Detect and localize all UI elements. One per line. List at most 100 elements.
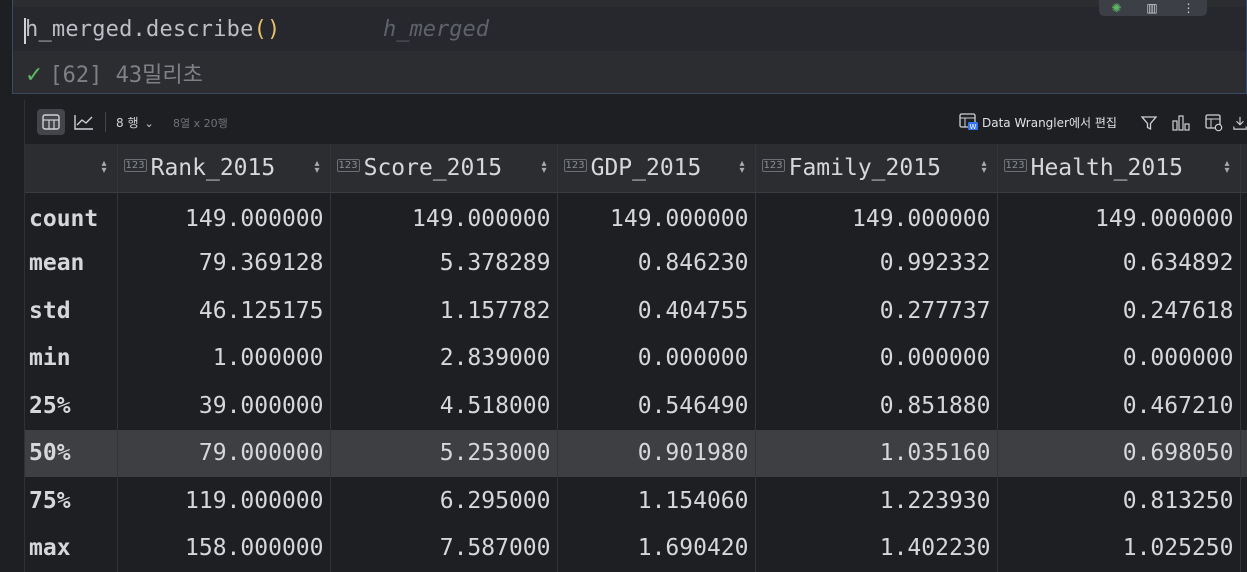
table-cell[interactable]: 0.404755 [557, 287, 756, 335]
overflow-cell [1240, 334, 1247, 382]
data-wrangler-button[interactable]: W Data Wrangler에서 편집 [959, 113, 1117, 131]
table-cell[interactable]: 1.035160 [755, 429, 998, 477]
table-cell[interactable]: 0.247618 [997, 287, 1241, 335]
overflow-cell [1240, 192, 1247, 240]
table-cell[interactable]: 39.000000 [117, 382, 331, 430]
row-index-label: count [25, 192, 118, 240]
table-cell[interactable]: 158.000000 [117, 524, 331, 572]
code-parens: () [253, 17, 281, 42]
table-cell[interactable]: 149.000000 [755, 192, 998, 240]
table-cell[interactable]: 0.000000 [997, 334, 1241, 382]
numeric-type-icon: 123 [563, 158, 587, 172]
table-cell[interactable]: 0.467210 [997, 382, 1241, 430]
column-stats-icon[interactable] [1171, 113, 1191, 133]
table-row[interactable]: count 149.000000 149.000000 149.000000 149.0… [25, 192, 1247, 240]
table-cell[interactable]: 119.000000 [117, 477, 331, 525]
sort-icon[interactable]: ▴ ▾ [101, 158, 107, 176]
code-cell[interactable]: h_merged.describe() h_merged ✓ [62] 43밀리초… [12, 0, 1247, 94]
table-cell[interactable]: 0.846230 [557, 239, 756, 287]
execution-status: ✓ [62] 43밀리초 [25, 57, 203, 89]
chevron-down-icon: ⌄ [144, 117, 154, 130]
table-row[interactable]: min 1.000000 2.839000 0.000000 0.000000 0.000… [25, 334, 1247, 382]
column-header[interactable]: 123 Rank_2015 ▴ ▾ [117, 144, 331, 193]
row-index-label: max [25, 524, 118, 572]
index-column-header[interactable]: ▴ ▾ [25, 144, 118, 193]
table-row[interactable]: 50% 79.000000 5.253000 0.901980 1.035160 0.69… [25, 429, 1247, 477]
table-cell[interactable]: 0.901980 [557, 429, 756, 477]
filter-icon[interactable] [1139, 113, 1159, 133]
numeric-type-icon: 123 [336, 158, 360, 172]
data-wrangler-label: Data Wrangler에서 편집 [982, 115, 1117, 130]
table-view-icon[interactable] [37, 109, 65, 135]
column-header[interactable]: 123 Family_2015 ▴ ▾ [755, 144, 998, 193]
table-cell[interactable]: 1.025250 [997, 524, 1241, 572]
table-cell[interactable]: 1.000000 [117, 334, 331, 382]
column-header[interactable]: 123 Score_2015 ▴ ▾ [330, 144, 558, 193]
column-header-label: Rank_2015 [150, 154, 276, 181]
table-cell[interactable]: 2.839000 [330, 334, 558, 382]
row-index-label: std [25, 287, 118, 335]
debug-cell-icon[interactable]: ✺ [1111, 1, 1122, 15]
overflow-cell [1240, 287, 1247, 335]
row-index-label: 50% [25, 429, 118, 477]
cell-toolbar: ✺ ▥ ⋮ [1099, 0, 1207, 16]
table-cell[interactable]: 1.157782 [330, 287, 558, 335]
table-cell[interactable]: 7.587000 [330, 524, 558, 572]
table-cell[interactable]: 5.253000 [330, 429, 558, 477]
table-dimensions: 8열 x 20행 [173, 117, 228, 130]
table-cell[interactable]: 4.518000 [330, 382, 558, 430]
code-line[interactable] [13, 7, 1246, 51]
column-header[interactable]: 123 GDP_2015 ▴ ▾ [557, 144, 756, 193]
table-settings-icon[interactable] [1204, 113, 1224, 133]
chart-view-icon[interactable] [70, 109, 98, 135]
row-index-label: 75% [25, 477, 118, 525]
table-cell[interactable]: 0.634892 [997, 239, 1241, 287]
table-cell[interactable]: 0.851880 [755, 382, 998, 430]
rows-dropdown[interactable]: 8 행 ⌄ [116, 114, 154, 131]
overflow-column-header [1240, 144, 1247, 193]
svg-text:W: W [970, 123, 977, 131]
table-cell[interactable]: 1.223930 [755, 477, 998, 525]
sort-icon[interactable]: ▴ ▾ [541, 158, 547, 176]
download-icon[interactable] [1233, 113, 1247, 133]
code-call: h_merged.describe [25, 17, 254, 42]
code-text[interactable]: h_merged.describe() [25, 17, 280, 42]
table-cell[interactable]: 149.000000 [557, 192, 756, 240]
table-cell[interactable]: 0.698050 [997, 429, 1241, 477]
table-cell[interactable]: 0.277737 [755, 287, 998, 335]
table-row[interactable]: max 158.000000 7.587000 1.690420 1.402230 1.0… [25, 524, 1247, 572]
table-cell[interactable]: 0.000000 [557, 334, 756, 382]
table-cell[interactable]: 5.378289 [330, 239, 558, 287]
table-cell[interactable]: 1.154060 [557, 477, 756, 525]
row-index-label: 25% [25, 382, 118, 430]
table-header-row: ▴ ▾ 123 Rank_2015 ▴ ▾ 123 Score_2015 ▴ ▾ 123 GDP_20… [25, 144, 1247, 193]
delete-cell-icon[interactable]: ▥ [1146, 1, 1158, 15]
toolbar-divider [105, 112, 106, 132]
table-cell[interactable]: 79.000000 [117, 429, 331, 477]
sort-icon[interactable]: ▴ ▾ [981, 158, 987, 176]
table-cell[interactable]: 149.000000 [330, 192, 558, 240]
table-row[interactable]: mean 79.369128 5.378289 0.846230 0.992332 0.6… [25, 239, 1247, 287]
table-row[interactable]: 25% 39.000000 4.518000 0.546490 0.851880 0.46… [25, 382, 1247, 430]
table-cell[interactable]: 79.369128 [117, 239, 331, 287]
table-row[interactable]: 75% 119.000000 6.295000 1.154060 1.223930 0.8… [25, 477, 1247, 525]
sort-icon[interactable]: ▴ ▾ [314, 158, 320, 176]
more-options-icon[interactable]: ⋮ [1182, 1, 1195, 15]
table-row[interactable]: std 46.125175 1.157782 0.404755 0.277737 0.24… [25, 287, 1247, 335]
table-cell[interactable]: 1.690420 [557, 524, 756, 572]
table-cell[interactable]: 0.992332 [755, 239, 998, 287]
overflow-cell [1240, 477, 1247, 525]
sort-icon[interactable]: ▴ ▾ [1224, 158, 1230, 176]
table-cell[interactable]: 46.125175 [117, 287, 331, 335]
column-header[interactable]: 123 Health_2015 ▴ ▾ [997, 144, 1241, 193]
dataframe-table: ▴ ▾ 123 Rank_2015 ▴ ▾ 123 Score_2015 ▴ ▾ 123 GDP_20… [25, 144, 1247, 572]
table-cell[interactable]: 0.546490 [557, 382, 756, 430]
table-cell[interactable]: 1.402230 [755, 524, 998, 572]
table-cell[interactable]: 0.813250 [997, 477, 1241, 525]
table-cell[interactable]: 149.000000 [997, 192, 1241, 240]
table-cell[interactable]: 0.000000 [755, 334, 998, 382]
table-cell[interactable]: 6.295000 [330, 477, 558, 525]
table-cell[interactable]: 149.000000 [117, 192, 331, 240]
sort-icon[interactable]: ▴ ▾ [739, 158, 745, 176]
numeric-type-icon: 123 [761, 158, 785, 172]
